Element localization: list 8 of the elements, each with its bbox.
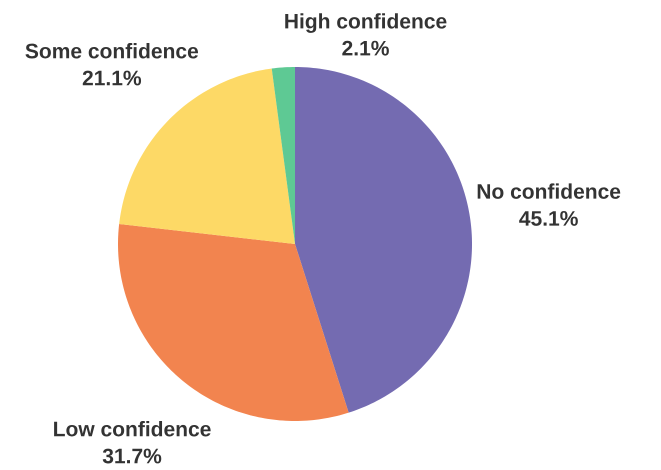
data-label: 2.1%	[342, 40, 389, 56]
data-label: 31.7%	[102, 448, 162, 464]
data-label: 45.1%	[519, 211, 578, 226]
slice-label: Low confidence	[54, 421, 211, 436]
slice-label: No confidence	[478, 183, 620, 199]
slice-label: Some confidence	[25, 43, 198, 58]
slice-label: High confidence	[285, 13, 446, 33]
data-label: 21.1%	[82, 70, 142, 86]
